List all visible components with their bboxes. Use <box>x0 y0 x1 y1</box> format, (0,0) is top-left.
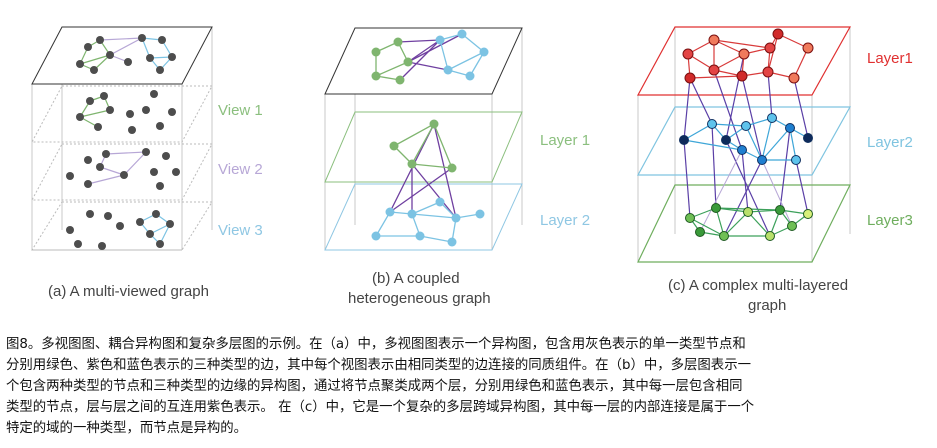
panel-b-layer1-plane <box>324 111 523 183</box>
caption-line: 分别用绿色、紫色和蓝色表示的三种类型的边，其中每个视图表示由相同类型的边连接的同… <box>6 358 751 373</box>
panel-c-layer2-graph <box>679 113 813 165</box>
panel-a-view2-plane <box>31 143 213 201</box>
panel-b-layer2-graph <box>371 197 485 247</box>
caption-line: 特定的域的一种类型，而节点是异构的。 <box>6 421 248 436</box>
panel-c-interlayer-edges <box>683 53 809 237</box>
caption-line: 个包含两种类型的节点和三种类型的边缘的异构图，通过将节点聚类成两个层，分别用绿色… <box>6 379 743 394</box>
view2-label: View 2 <box>218 161 263 178</box>
panel-b-top-nodes <box>371 29 489 85</box>
panel-c-layer3-graph <box>685 203 813 241</box>
panel-a-multi-viewed-graph: View 1 View 2 View 3 (a) A multi-viewed … <box>31 26 263 300</box>
panel-c-layer2-plane <box>636 106 852 176</box>
panel-b-layer2-plane <box>324 183 523 251</box>
view3-label: View 3 <box>218 222 263 239</box>
node <box>138 34 146 42</box>
figure-graphic: View 1 View 2 View 3 (a) A multi-viewed … <box>31 26 913 314</box>
panel-a-caption: (a) A multi-viewed graph <box>48 283 209 300</box>
panel-c-complex-multi-layered-graph: Layer1 Layer2 Layer3 (c) A complex multi… <box>636 26 913 314</box>
panel-c-layer3-plane <box>637 184 851 263</box>
panel-a-top-plane <box>31 26 213 85</box>
panel-a-view3-plane <box>31 201 213 251</box>
node <box>106 51 114 59</box>
node <box>76 60 84 68</box>
panel-c-interlayer-light-edges <box>699 149 793 233</box>
panel-c-layer3-label: Layer3 <box>867 212 913 229</box>
panel-a-view1-plane <box>31 85 213 143</box>
panel-c-layer1-plane <box>636 26 852 96</box>
node <box>124 58 132 66</box>
panel-b-caption-line1: (b) A coupled <box>372 270 460 287</box>
panel-c-layer2-label: Layer2 <box>867 134 913 151</box>
panel-a-view1-graph <box>76 90 176 134</box>
node <box>156 66 164 74</box>
panel-b-top-edges <box>375 33 485 81</box>
panel-b-layer2-label: Layer 2 <box>540 212 590 229</box>
panel-c-caption-line2: graph <box>748 297 786 314</box>
panel-b-interlayer-edges <box>389 123 457 219</box>
node <box>158 36 166 44</box>
caption-line: 图8。多视图图、耦合异构图和复杂多层图的示例。在（a）中，多视图图表示一个异构图… <box>6 337 746 352</box>
panel-c-layer1-label: Layer1 <box>867 50 913 67</box>
figure-caption: 图8。多视图图、耦合异构图和复杂多层图的示例。在（a）中，多视图图表示一个异构图… <box>6 334 931 439</box>
panel-b-layer1-graph <box>389 119 457 173</box>
panel-b-caption-line2: heterogeneous graph <box>348 290 491 307</box>
node <box>84 43 92 51</box>
node <box>168 53 176 61</box>
panel-a-view3-graph <box>66 210 174 250</box>
node <box>146 54 154 62</box>
node <box>90 66 98 74</box>
caption-line: 类型的节点，层与层之间的互连用紫色表示。 在（c）中，它是一个复杂的多层跨域异构… <box>6 400 755 415</box>
view1-label: View 1 <box>218 102 263 119</box>
panel-b-layer1-label: Layer 1 <box>540 132 590 149</box>
panel-c-box-frame <box>637 27 851 262</box>
panel-a-top-nodes <box>76 34 176 74</box>
panel-c-caption-line1: (c) A complex multi-layered <box>668 277 848 294</box>
panel-c-layer1-graph <box>682 28 814 84</box>
panel-b-coupled-heterogeneous-graph: Layer 1 Layer 2 (b) A coupled heterogene… <box>324 27 590 307</box>
node <box>96 36 104 44</box>
panel-a-view2-graph <box>66 148 180 190</box>
panel-b-top-plane <box>324 27 523 95</box>
